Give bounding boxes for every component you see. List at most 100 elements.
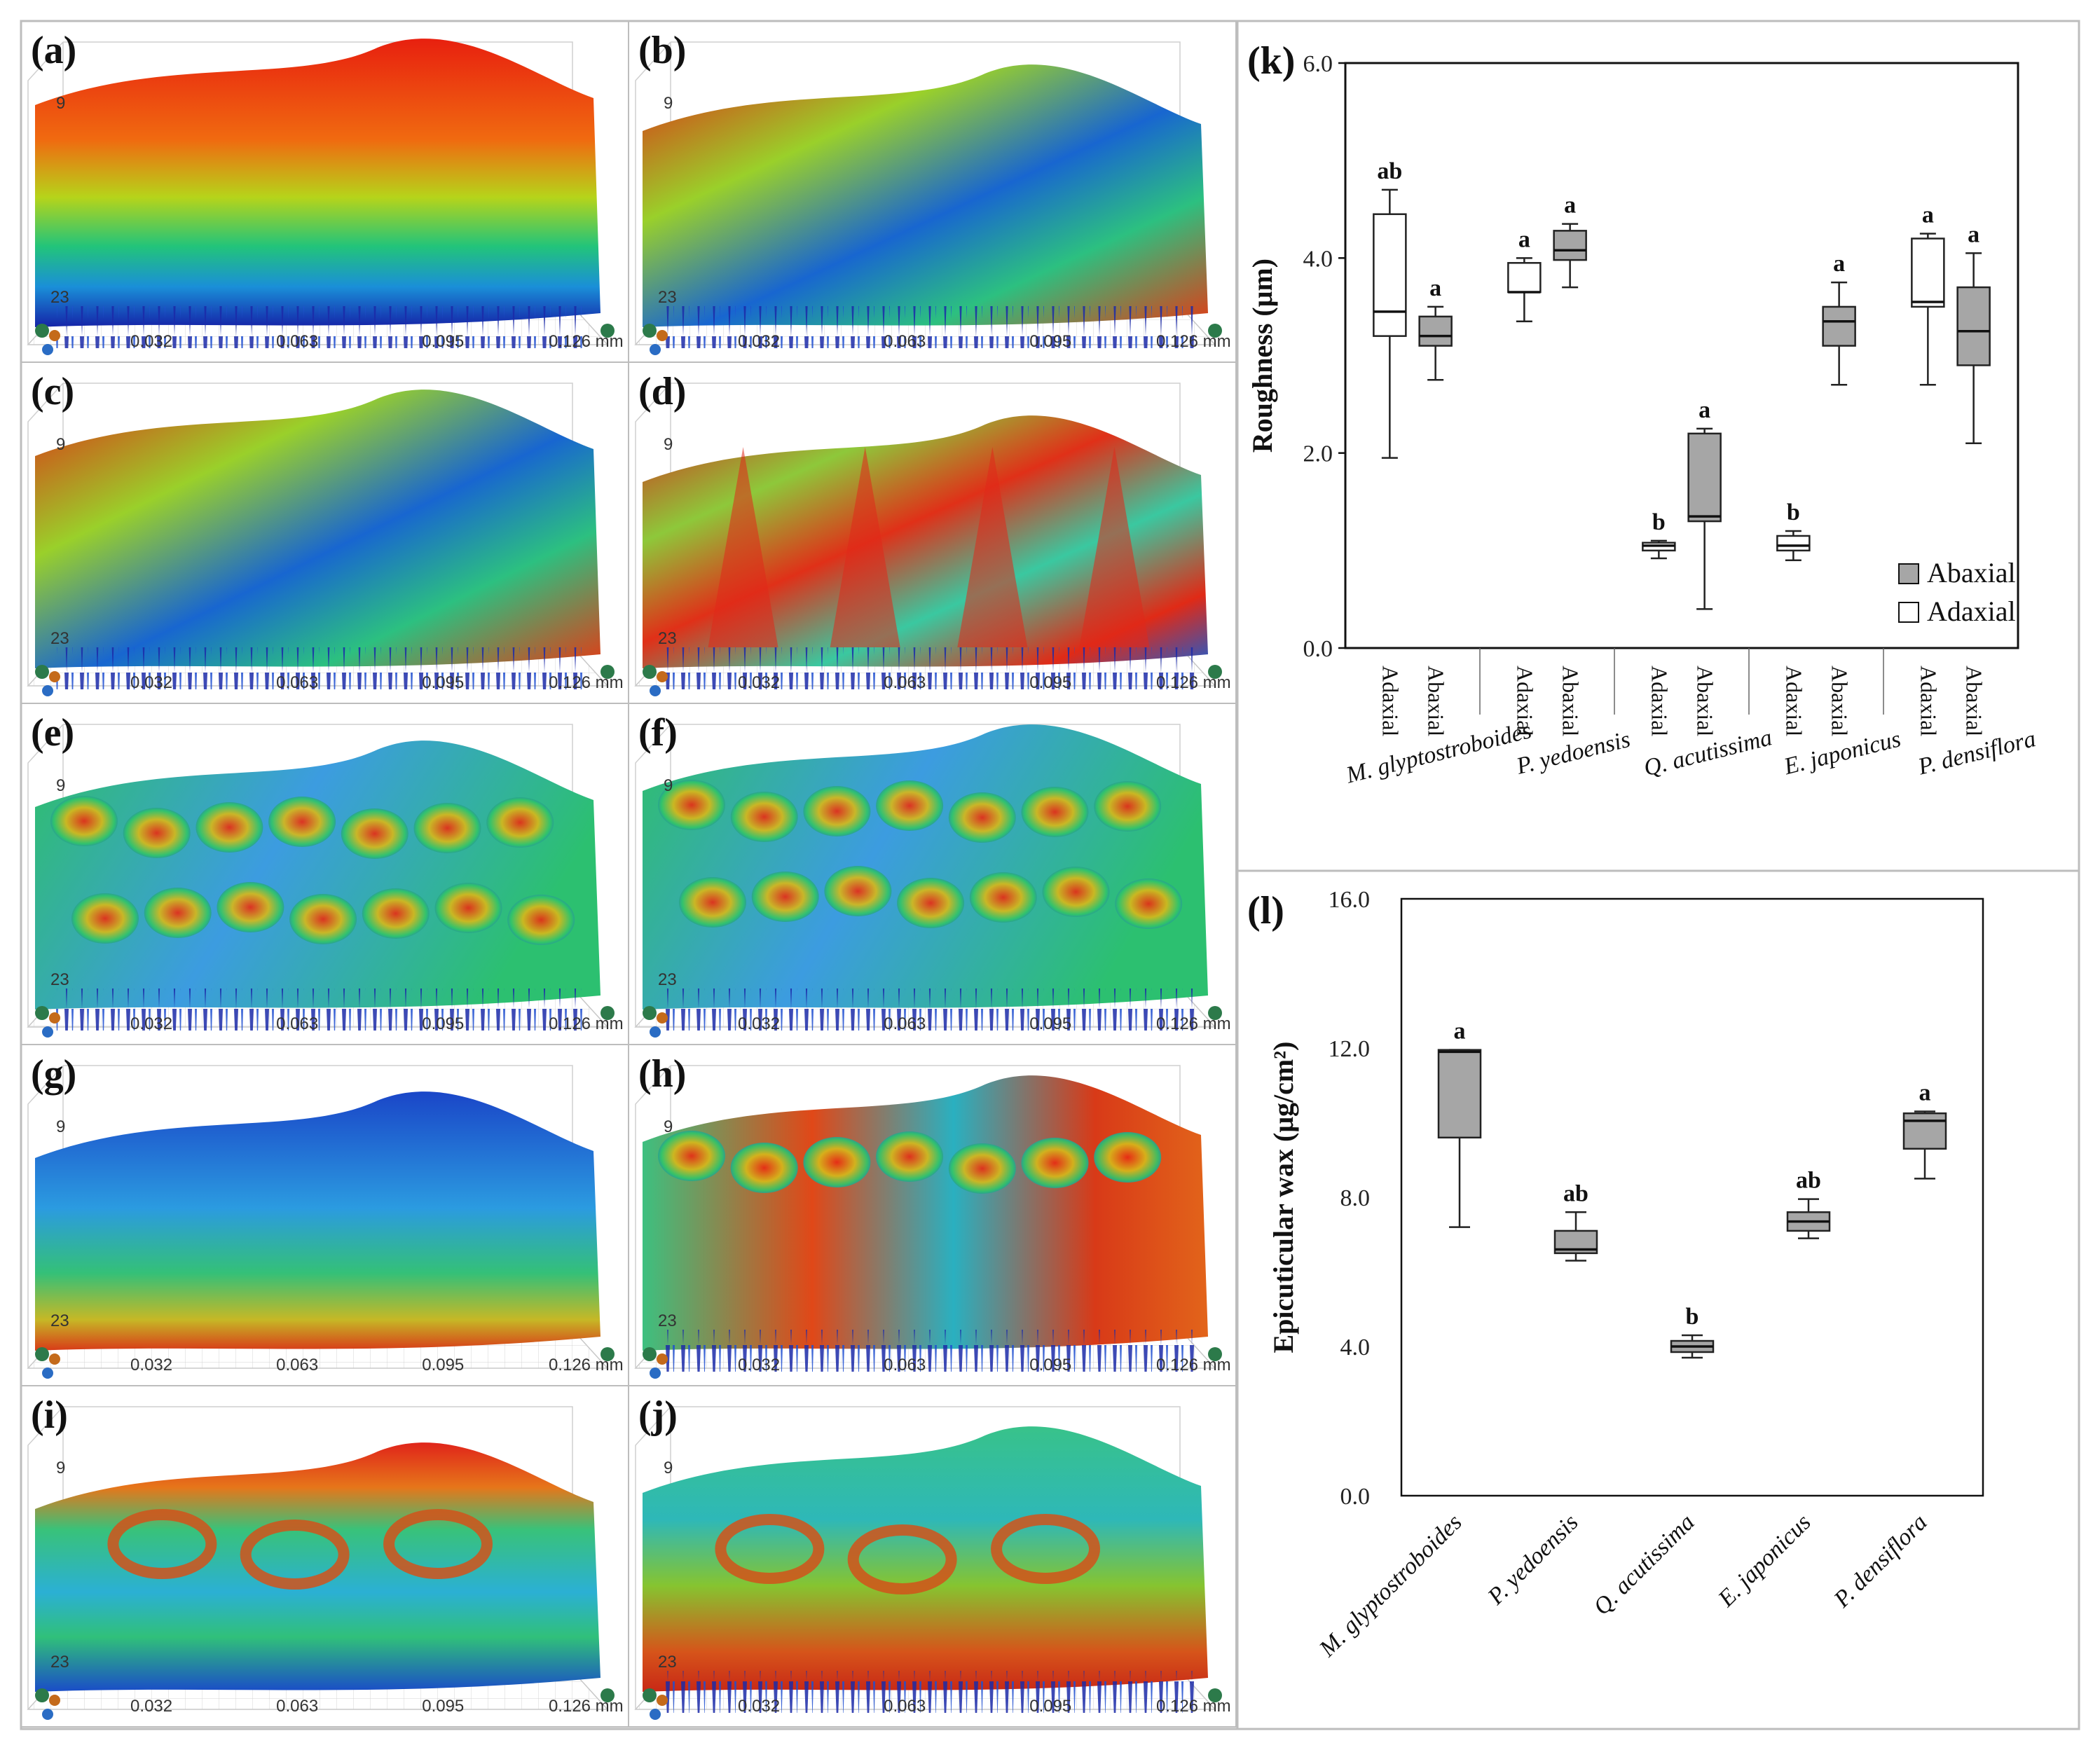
box-ejaponicus-abaxial: a (1822, 251, 1856, 386)
x-tick: 0.126 mm (549, 1014, 624, 1033)
surface-panel-j: 9 23 0.032 0.063 0.095 0.126 mm (j) (628, 1385, 1237, 1728)
y-tick-label: 12.0 (1329, 1036, 1371, 1062)
y-tick-label: 16.0 (1329, 887, 1371, 913)
view-tilt-icon (657, 1353, 668, 1365)
view-rotate-icon (35, 1347, 49, 1361)
stoma-ring (240, 1520, 350, 1590)
surface-bump (824, 866, 892, 916)
surface-topography (35, 1091, 601, 1351)
side-label: Abaxial (1827, 666, 1853, 736)
z-tick: 23 (50, 1311, 69, 1330)
view-rotate-icon (643, 324, 657, 338)
view-rotate-icon (643, 1347, 657, 1361)
surface-topography (643, 415, 1208, 668)
box-iqr (1776, 535, 1811, 552)
box-iqr (1418, 315, 1453, 347)
z-tick: 9 (664, 1459, 673, 1477)
x-tick: 0.032 (738, 1014, 780, 1033)
stoma-ring (847, 1524, 957, 1594)
x-tick: 0.063 (884, 332, 926, 351)
significance-letter: a (1968, 221, 1979, 247)
surface-ridge (708, 447, 778, 647)
z-tick: 23 (50, 288, 69, 307)
surface-topography (643, 64, 1208, 327)
x-tick: 0.095 (1029, 1014, 1071, 1033)
surface-bump (268, 797, 336, 847)
surface-topography (643, 724, 1208, 1010)
box-pdensiflora-adaxial: a (1911, 202, 1945, 386)
view-tilt-icon (49, 1012, 60, 1024)
surface-bump (730, 1143, 798, 1193)
plot-frame (1400, 897, 1984, 1497)
x-tick: 0.032 (130, 673, 172, 692)
y-tick-label: 4.0 (1303, 246, 1333, 272)
surface-topography (643, 1426, 1208, 1692)
x-tick: 0.095 (422, 1014, 464, 1033)
box-iqr (1373, 213, 1407, 337)
y-tick-label: 4.0 (1340, 1335, 1371, 1360)
x-tick: 0.126 mm (1156, 673, 1231, 692)
view-tilt-icon (49, 330, 60, 341)
x-tick: 0.063 (276, 1697, 318, 1716)
legend-swatch (1898, 602, 1919, 623)
surface-bump (1094, 1132, 1162, 1183)
significance-letter: a (1564, 193, 1576, 219)
z-tick: 9 (56, 94, 65, 113)
x-tick: 0.032 (738, 673, 780, 692)
surface-bump (144, 888, 212, 938)
view-zoom-icon (650, 344, 661, 355)
side-label: Abaxial (1962, 666, 1987, 736)
x-tick: 0.126 mm (1156, 1356, 1231, 1374)
x-tick: 0.095 (422, 1697, 464, 1716)
panel-letter: (f) (638, 711, 678, 755)
surface-panel-d: 9 23 0.032 0.063 0.095 0.126 mm (d) (628, 361, 1237, 704)
surface-panel-c: 9 23 0.032 0.063 0.095 0.126 mm (c) (20, 361, 629, 704)
species-label: M. glyptostroboides (1314, 1509, 1467, 1662)
surface-spikes (664, 1671, 1194, 1713)
panel-letter: (a) (31, 29, 76, 72)
surface-bump (1021, 1138, 1089, 1188)
view-zoom-icon (42, 685, 53, 696)
surface-bump (434, 883, 502, 933)
surface-bump (1115, 879, 1183, 929)
significance-letter: b (1652, 509, 1666, 535)
surface-bump (948, 1143, 1016, 1194)
x-tick: 0.095 (1029, 673, 1071, 692)
x-tick: 0.063 (276, 1356, 318, 1374)
view-tilt-icon (657, 1012, 668, 1024)
legend-swatch (1898, 563, 1919, 584)
box-iqr (1911, 237, 1945, 308)
x-tick: 0.095 (422, 332, 464, 351)
z-tick: 9 (56, 1117, 65, 1136)
view-light-icon (601, 1688, 615, 1702)
box-pdensiflora: a (1902, 1080, 1947, 1180)
box-qacutissima: b (1670, 1304, 1715, 1359)
surface-bump (803, 1137, 871, 1187)
legend-label: Adaxial (1927, 595, 2016, 627)
z-tick: 9 (56, 435, 65, 454)
z-tick: 23 (658, 1653, 677, 1672)
surface-spikes (56, 647, 586, 689)
y-tick-label: 6.0 (1303, 51, 1333, 77)
z-tick: 23 (50, 970, 69, 989)
surface-bump (50, 796, 118, 846)
panel-letter: (h) (638, 1052, 686, 1096)
surface-bump (413, 803, 481, 853)
view-rotate-icon (643, 1688, 657, 1702)
x-tick: 0.032 (130, 1014, 172, 1033)
stoma-ring (991, 1514, 1101, 1584)
significance-letter: a (1922, 202, 1934, 228)
surface-bump (195, 802, 263, 853)
x-tick: 0.126 mm (549, 1697, 624, 1716)
y-axis-title: Epicuticular wax (μg/cm²) (1268, 1042, 1299, 1353)
box-iqr (1956, 286, 1991, 366)
surface-panel-g: 9 23 0.032 0.063 0.095 0.126 mm (g) (20, 1044, 629, 1386)
surface-spikes (664, 1330, 1194, 1372)
z-tick: 9 (56, 776, 65, 795)
view-light-icon (601, 1006, 615, 1020)
species-label: P. yedoensis (1483, 1509, 1584, 1610)
legend: Abaxial Adaxial (1898, 557, 2016, 627)
z-tick: 23 (50, 1653, 69, 1672)
